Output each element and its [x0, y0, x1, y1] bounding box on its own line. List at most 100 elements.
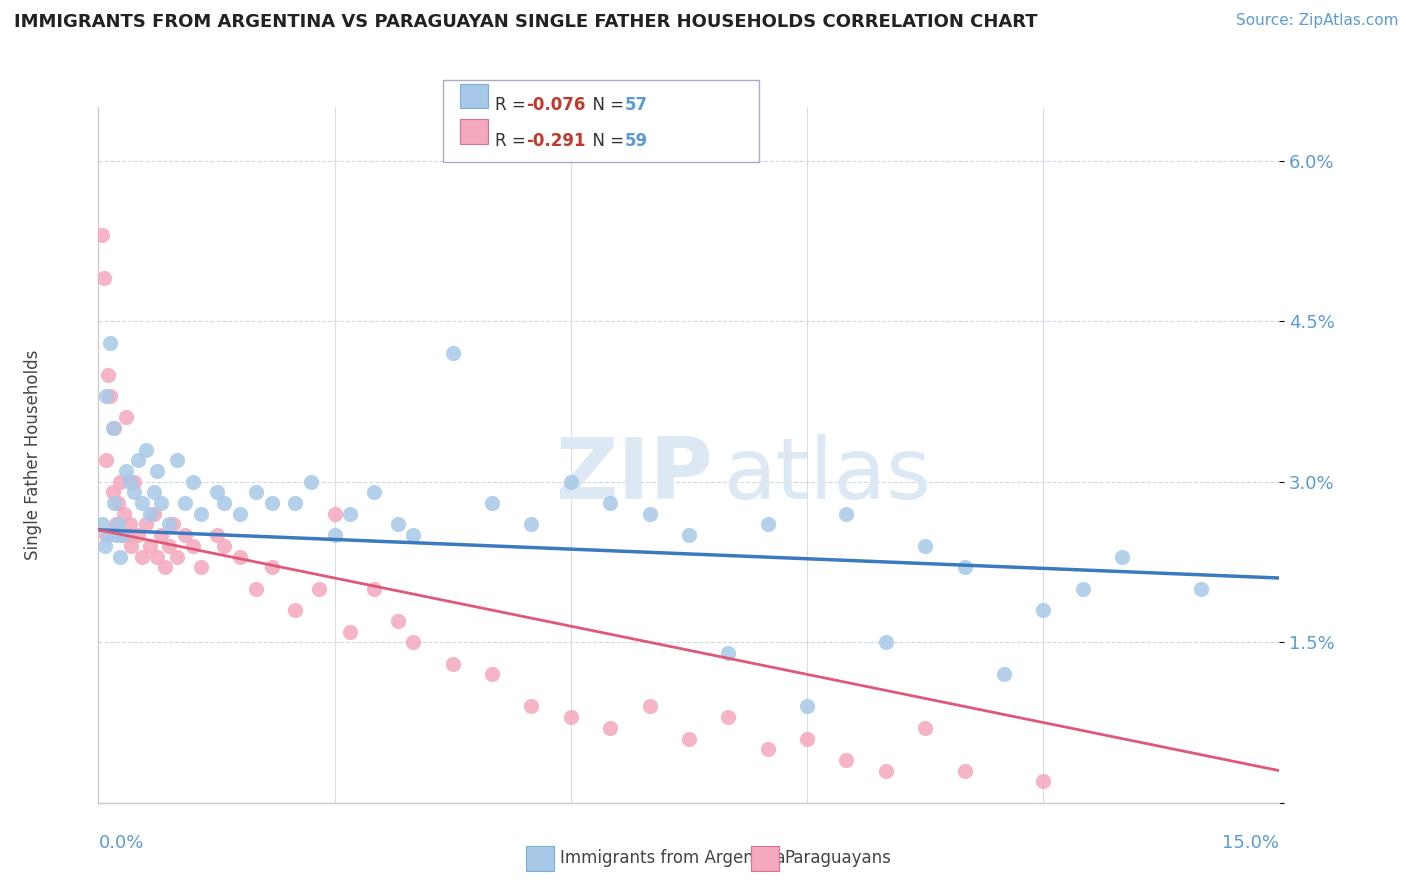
- Point: [135, 442, 157, 457]
- Text: N =: N =: [582, 96, 630, 114]
- Text: -0.076: -0.076: [526, 96, 585, 114]
- Text: R =: R =: [495, 96, 531, 114]
- Point: [111, 528, 134, 542]
- Text: R =: R =: [495, 132, 531, 150]
- Point: [229, 507, 252, 521]
- Point: [97, 528, 120, 542]
- Point: [166, 549, 188, 564]
- Point: [127, 453, 149, 467]
- Point: [638, 507, 661, 521]
- Point: [284, 603, 307, 617]
- Point: [157, 539, 180, 553]
- Point: [110, 549, 132, 564]
- Point: [441, 657, 464, 671]
- Point: [98, 335, 121, 350]
- Text: 59: 59: [624, 132, 647, 150]
- Point: [756, 742, 779, 756]
- Point: [245, 485, 267, 500]
- Point: [174, 496, 197, 510]
- Point: [284, 496, 307, 510]
- Point: [93, 271, 115, 285]
- Point: [835, 507, 858, 521]
- Point: [110, 475, 132, 489]
- Point: [260, 496, 283, 510]
- Point: [94, 453, 117, 467]
- Point: [91, 517, 114, 532]
- Point: [115, 464, 138, 478]
- Point: [96, 389, 118, 403]
- Point: [142, 507, 165, 521]
- Text: atlas: atlas: [724, 434, 932, 517]
- Point: [118, 517, 141, 532]
- Point: [599, 721, 621, 735]
- Point: [135, 517, 157, 532]
- Point: [875, 635, 897, 649]
- Point: [308, 582, 330, 596]
- Point: [796, 731, 818, 746]
- Point: [756, 517, 779, 532]
- Point: [103, 496, 125, 510]
- Point: [678, 528, 700, 542]
- Point: [146, 464, 169, 478]
- Point: [914, 539, 936, 553]
- Point: [953, 560, 976, 574]
- Point: [157, 517, 180, 532]
- Point: [560, 710, 582, 724]
- Point: [481, 667, 503, 681]
- Point: [122, 475, 145, 489]
- Text: 0.0%: 0.0%: [98, 834, 143, 852]
- Point: [91, 228, 114, 243]
- Point: [111, 528, 134, 542]
- Point: [121, 539, 143, 553]
- Point: [142, 485, 165, 500]
- Point: [402, 528, 425, 542]
- Point: [245, 582, 267, 596]
- Point: [260, 560, 283, 574]
- Point: [229, 549, 252, 564]
- Point: [717, 646, 740, 660]
- Point: [104, 517, 127, 532]
- Point: [98, 389, 121, 403]
- Point: [131, 496, 153, 510]
- Point: [181, 539, 204, 553]
- Point: [323, 507, 346, 521]
- Text: -0.291: -0.291: [526, 132, 585, 150]
- Point: [481, 496, 503, 510]
- Point: [96, 528, 118, 542]
- Point: [107, 496, 129, 510]
- Point: [214, 539, 236, 553]
- Point: [190, 507, 212, 521]
- Point: [1032, 774, 1054, 789]
- Point: [1032, 603, 1054, 617]
- Point: [387, 517, 409, 532]
- Point: [1189, 582, 1212, 596]
- Point: [205, 485, 228, 500]
- Text: Single Father Households: Single Father Households: [24, 350, 42, 560]
- Point: [363, 485, 385, 500]
- Text: 57: 57: [624, 96, 647, 114]
- Point: [162, 517, 184, 532]
- Point: [115, 410, 138, 425]
- Point: [166, 453, 188, 467]
- Point: [138, 507, 160, 521]
- Point: [155, 560, 177, 574]
- Point: [441, 346, 464, 360]
- Point: [914, 721, 936, 735]
- Point: [146, 549, 169, 564]
- Text: ZIP: ZIP: [555, 434, 713, 517]
- Point: [953, 764, 976, 778]
- Point: [835, 753, 858, 767]
- Point: [101, 485, 124, 500]
- Point: [181, 475, 204, 489]
- Point: [363, 582, 385, 596]
- Point: [717, 710, 740, 724]
- Point: [299, 475, 322, 489]
- Point: [93, 539, 115, 553]
- Text: 15.0%: 15.0%: [1222, 834, 1279, 852]
- Point: [875, 764, 897, 778]
- Point: [104, 528, 127, 542]
- Point: [174, 528, 197, 542]
- Text: Immigrants from Argentina: Immigrants from Argentina: [560, 849, 785, 867]
- Text: Source: ZipAtlas.com: Source: ZipAtlas.com: [1236, 13, 1399, 29]
- Point: [103, 421, 125, 435]
